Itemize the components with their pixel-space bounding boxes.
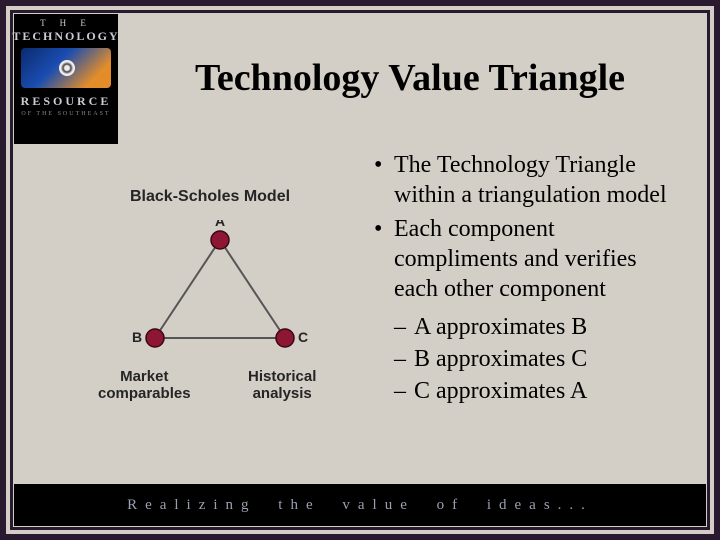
triangle-svg: A B C xyxy=(130,220,310,370)
triangle-diagram: Black-Scholes Model A B C Marketcomparable… xyxy=(40,150,360,460)
caption-c: Historicalanalysis xyxy=(248,368,316,403)
logo-line-4: OF THE SOUTHEAST xyxy=(21,111,110,117)
sub-bullet-item: C approximates A xyxy=(370,376,680,406)
logo-line-2: TECHNOLOGY xyxy=(12,29,119,44)
svg-text:B: B xyxy=(132,329,142,345)
svg-text:A: A xyxy=(215,220,225,229)
text-area: The Technology Triangle within a triangu… xyxy=(360,150,680,460)
logo-badge: T H E TECHNOLOGY RESOURCE OF THE SOUTHEA… xyxy=(14,14,118,144)
sub-bullet-item: B approximates C xyxy=(370,344,680,374)
sub-bullet-list: A approximates B B approximates C C appr… xyxy=(370,312,680,406)
footer-band: Realizing the value of ideas... xyxy=(14,484,706,526)
diagram-title: Black-Scholes Model xyxy=(130,188,290,206)
bullet-item: The Technology Triangle within a triangu… xyxy=(370,150,680,210)
footer-text: Realizing the value of ideas... xyxy=(127,497,593,514)
bullet-item: Each component compliments and verifies … xyxy=(370,214,680,304)
slide-title: Technology Value Triangle xyxy=(140,56,680,100)
svg-text:C: C xyxy=(298,329,308,345)
logo-line-1: T H E xyxy=(40,18,92,28)
caption-b: Marketcomparables xyxy=(98,368,191,403)
logo-eye-graphic xyxy=(21,48,111,88)
sub-bullet-item: A approximates B xyxy=(370,312,680,342)
content-area: Black-Scholes Model A B C Marketcomparable… xyxy=(40,150,680,460)
logo-line-3: RESOURCE xyxy=(21,94,112,109)
bullet-list: The Technology Triangle within a triangu… xyxy=(370,150,680,304)
